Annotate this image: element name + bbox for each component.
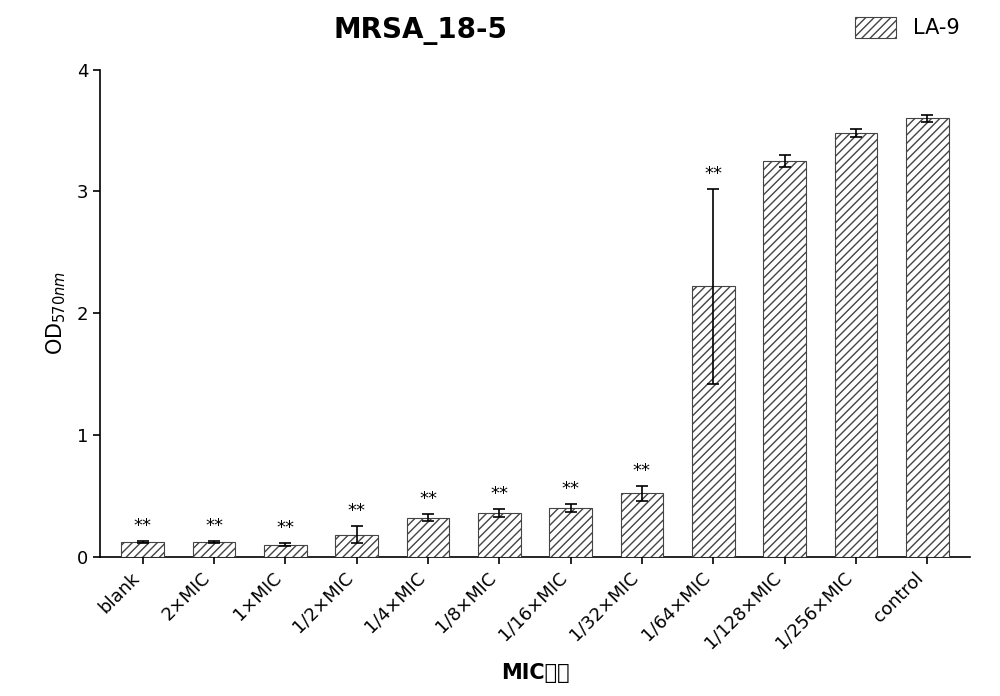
Bar	[335, 535, 378, 557]
Legend: LA-9: LA-9	[854, 17, 960, 38]
Text: **: **	[704, 165, 722, 183]
Text: **: **	[276, 519, 294, 537]
Text: **: **	[562, 480, 580, 498]
Text: **: **	[419, 490, 437, 508]
Text: **: **	[205, 517, 223, 535]
Bar	[549, 508, 592, 557]
Text: MRSA_18-5: MRSA_18-5	[333, 17, 507, 45]
Bar	[121, 542, 164, 557]
Bar	[478, 513, 521, 557]
Text: **: **	[490, 485, 508, 503]
Text: **: **	[134, 517, 152, 535]
X-axis label: MIC倍数: MIC倍数	[501, 663, 569, 683]
Y-axis label: OD$_{570nm}$: OD$_{570nm}$	[45, 271, 68, 355]
Text: **: **	[633, 462, 651, 480]
Bar	[193, 542, 235, 557]
Bar	[763, 161, 806, 557]
Bar	[906, 118, 949, 557]
Bar	[264, 544, 307, 557]
Bar	[407, 518, 449, 557]
Bar	[835, 133, 877, 557]
Bar	[621, 493, 663, 557]
Text: **: **	[348, 503, 366, 520]
Bar	[692, 287, 735, 557]
